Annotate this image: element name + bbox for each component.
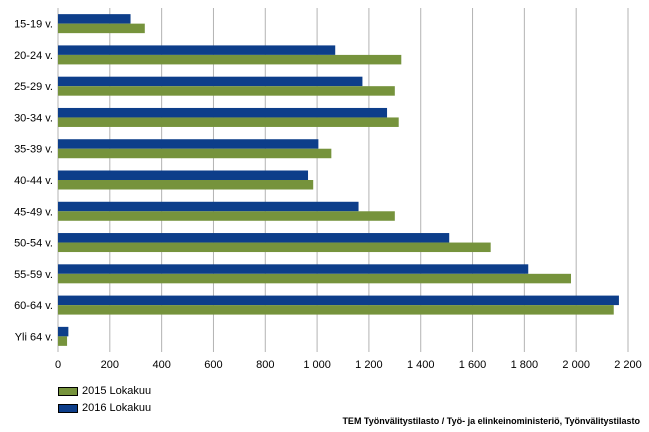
y-tick-label: 50-54 v. — [14, 238, 53, 250]
bar-2016 — [58, 264, 529, 274]
x-tick-label: 0 — [55, 359, 61, 371]
bar-2016 — [58, 76, 363, 87]
bar-2015 — [58, 117, 399, 127]
x-tick-label: 1 200 — [355, 359, 383, 371]
y-tick-label: 35-39 v. — [14, 144, 53, 156]
x-tick-label: 1 600 — [459, 359, 487, 371]
bar-chart: 0 200 400 600 800 1 000 1 200 1 400 1 600 1 800 2 … — [14, 8, 642, 371]
bar-2016 — [58, 201, 359, 212]
y-tick-label: 20-24 v. — [14, 50, 53, 62]
x-tick-label: 2 200 — [614, 359, 642, 371]
x-tick-label: 400 — [152, 359, 170, 371]
bar-2016 — [58, 295, 619, 306]
bar-2016 — [58, 170, 309, 180]
y-tick-label: 30-34 v. — [14, 112, 53, 124]
y-tick-label: 60-64 v. — [14, 300, 53, 312]
x-tick-label: 1 400 — [407, 359, 435, 371]
x-tick-label: 800 — [256, 359, 274, 371]
y-tick-label: Yli 64 v. — [15, 331, 53, 343]
x-tick-label: 2 000 — [562, 359, 590, 371]
y-tick-label: 15-19 v. — [14, 19, 53, 31]
bar-2016 — [58, 233, 450, 243]
bar-2016 — [58, 14, 131, 24]
legend-swatch-2016 — [58, 403, 78, 413]
bar-2015 — [58, 211, 395, 221]
bar-2015 — [58, 273, 571, 284]
legend-swatch-2015 — [58, 386, 78, 396]
legend-item-2015: 2015 Lokakuu — [58, 385, 151, 397]
legend-label-2015: 2015 Lokakuu — [82, 385, 152, 397]
source-credit: TEM Työnvälitystilasto / Työ- ja elinkei… — [342, 416, 640, 426]
bar-2016 — [58, 139, 319, 149]
bar-2016 — [58, 45, 336, 55]
bar-2015 — [58, 86, 395, 96]
bar-2016 — [58, 326, 69, 337]
y-tick-label: 45-49 v. — [14, 206, 53, 218]
bar-2015 — [58, 23, 145, 34]
bar-2015 — [58, 336, 68, 346]
legend-item-2016: 2016 Lokakuu — [58, 402, 151, 414]
bar-2016 — [58, 107, 388, 118]
bar-2015 — [58, 54, 402, 65]
y-tick-label: 55-59 v. — [14, 269, 53, 281]
y-tick-label: 40-44 v. — [14, 175, 53, 187]
legend-label-2016: 2016 Lokakuu — [82, 402, 152, 414]
bar-2015 — [58, 242, 491, 253]
x-tick-label: 200 — [101, 359, 119, 371]
bar-2015 — [58, 305, 614, 315]
bar-2015 — [58, 180, 314, 190]
bar-2015 — [58, 148, 332, 159]
x-tick-label: 1 000 — [303, 359, 331, 371]
x-tick-label: 600 — [204, 359, 222, 371]
x-tick-label: 1 800 — [511, 359, 539, 371]
y-tick-label: 25-29 v. — [14, 81, 53, 93]
